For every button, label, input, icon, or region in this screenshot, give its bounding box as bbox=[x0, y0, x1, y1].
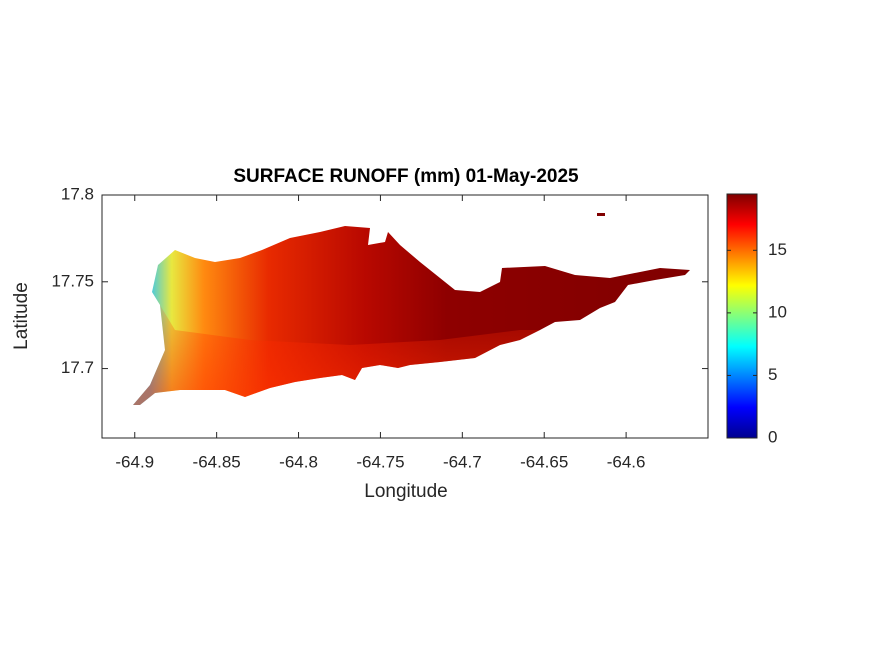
x-tick-label: -64.75 bbox=[356, 452, 404, 471]
colorbar bbox=[726, 193, 758, 439]
x-tick-label: -64.6 bbox=[607, 452, 646, 471]
y-tick-label: 17.75 bbox=[51, 271, 94, 290]
x-axis-label: Longitude bbox=[364, 481, 447, 502]
x-tick-label: -64.85 bbox=[193, 452, 241, 471]
colorbar-tick-label: 5 bbox=[768, 365, 777, 384]
chart-title: SURFACE RUNOFF (mm) 01-May-2025 bbox=[233, 166, 579, 187]
x-tick-label: -64.7 bbox=[443, 452, 482, 471]
x-tick-label: -64.65 bbox=[520, 452, 568, 471]
colorbar-tick-label: 0 bbox=[768, 427, 777, 446]
x-tick-label: -64.8 bbox=[279, 452, 318, 471]
colorbar-tick-label: 10 bbox=[768, 302, 787, 321]
y-tick-label: 17.8 bbox=[61, 184, 94, 203]
colorbar-tick-label: 15 bbox=[768, 240, 787, 259]
land-south-shade bbox=[133, 305, 540, 405]
island bbox=[133, 213, 690, 405]
x-tick-label: -64.9 bbox=[115, 452, 154, 471]
y-axis-label: Latitude bbox=[11, 282, 32, 350]
y-tick-label: 17.7 bbox=[61, 358, 94, 377]
islet bbox=[597, 213, 605, 216]
